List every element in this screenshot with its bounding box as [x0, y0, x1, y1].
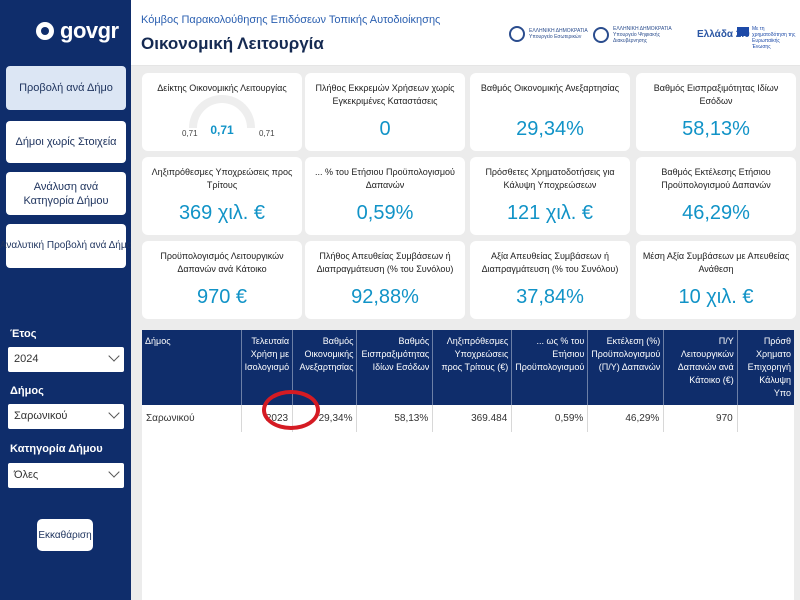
kpi-card: Βαθμός Εισπραξιμότητας Ιδίων Εσόδων 58,1…: [636, 73, 796, 151]
eu-flag-icon: [737, 27, 749, 36]
highlight-circle: [262, 390, 320, 430]
municipality-label: Δήμος: [10, 385, 44, 397]
card-value: 29,34%: [516, 118, 584, 140]
govgr-logo[interactable]: govgr: [36, 18, 119, 44]
column-header[interactable]: Πρόσθ Χρηματο Επιχορηγή Κάλυψη Υπο: [736, 330, 794, 405]
card-label: Πρόσθετες Χρηματοδοτήσεις για Κάλυψη Υπο…: [485, 167, 615, 190]
kpi-card: Πλήθος Εκκρεμών Χρήσεων χωρίς Εγκεκριμέν…: [305, 73, 465, 151]
municipality-select-value: Σαρωνικού: [14, 410, 68, 422]
kpi-card: Πλήθος Απευθείας Συμβάσεων ή Διαπραγμάτε…: [305, 241, 465, 319]
card-value: 58,13%: [682, 118, 750, 140]
gauge-arc: [189, 95, 255, 128]
year-label: Έτος: [10, 328, 37, 340]
sidebar: govgr Προβολή ανά Δήμο Δήμοι χωρίς Στοιχ…: [0, 0, 132, 600]
card-value: 121 χιλ. €: [506, 202, 594, 224]
ministry-interior-logo: ΕΛΛΗΝΙΚΗ ΔΗΜΟΚΡΑΤΙΑ Υπουργείο Εσωτερικών: [509, 26, 589, 42]
table-cell: [736, 405, 794, 432]
table-cell: 0,59%: [511, 405, 588, 432]
card-value: 369 χιλ. €: [178, 202, 266, 224]
card-label: Πλήθος Απευθείας Συμβάσεων ή Διαπραγμάτε…: [316, 251, 454, 274]
card-label: Πλήθος Εκκρεμών Χρήσεων χωρίς Εγκεκριμέν…: [315, 83, 455, 106]
card-label: Ληξιπρόθεσμες Υποχρεώσεις προς Τρίτους: [151, 167, 293, 190]
column-header[interactable]: Δήμος: [142, 330, 242, 405]
kpi-card: Μέση Αξία Συμβάσεων με Απευθείας Ανάθεση…: [636, 241, 796, 319]
year-select-value: 2024: [14, 353, 39, 365]
chevron-down-icon: [108, 350, 120, 362]
column-header[interactable]: Π/Υ Λειτουργικών Δαπανών ανά Κάτοικο (€): [663, 330, 738, 405]
column-header[interactable]: Βαθμός Εισπραξιμότητας Ιδίων Εσόδων: [356, 330, 433, 405]
gauge-value: 0,71: [210, 123, 234, 137]
table-cell: 58,13%: [356, 405, 433, 432]
category-label: Κατηγορία Δήμου: [10, 443, 103, 455]
ministry-digital-logo: ΕΛΛΗΝΙΚΗ ΔΗΜΟΚΡΑΤΙΑ Υπουργείο Ψηφιακής Δ…: [593, 26, 673, 44]
year-select[interactable]: 2024: [8, 347, 124, 372]
card-label: Βαθμός Εισπραξιμότητας Ιδίων Εσόδων: [653, 83, 779, 106]
card-value: 0: [379, 118, 391, 140]
chevron-down-icon: [108, 466, 120, 478]
card-value: 0,59%: [356, 202, 414, 224]
page-title: Οικονομική Λειτουργία: [141, 34, 324, 53]
kpi-card: Προϋπολογισμός Λειτουργικών Δαπανών ανά …: [142, 241, 302, 319]
category-select-value: Όλες: [14, 469, 39, 481]
gauge-card: Δείκτης Οικονομικής Λειτουργίας 0,71 0,7…: [142, 73, 302, 151]
greek-emblem-icon: [593, 27, 609, 43]
card-label: Μέση Αξία Συμβάσεων με Απευθείας Ανάθεση: [642, 251, 790, 274]
table-cell: Σαρωνικού: [146, 413, 195, 424]
card-value: 46,29%: [682, 202, 750, 224]
kpi-card: Αξία Απευθείας Συμβάσεων ή Διαπραγμάτευσ…: [470, 241, 630, 319]
column-header[interactable]: ... ως % του Ετήσιου Προϋπολογισμού: [511, 330, 588, 405]
header: Κόμβος Παρακολούθησης Επιδόσεων Τοπικής …: [131, 0, 800, 66]
nav-municipalities-without-data[interactable]: Δήμοι χωρίς Στοιχεία: [6, 121, 126, 163]
kpi-card: Βαθμός Εκτέλεσης Ετήσιου Προϋπολογισμού …: [636, 157, 796, 235]
municipality-table: Δήμος Τελευταία Χρήση με Ισολογισμό Βαθμ…: [142, 330, 794, 600]
table-cell: 970: [663, 405, 738, 432]
card-label: Αξία Απευθείας Συμβάσεων ή Διαπραγμάτευσ…: [481, 251, 619, 274]
column-header[interactable]: Εκτέλεση (%) Προϋπολογισμού (Π/Υ) Δαπανώ…: [587, 330, 664, 405]
clear-button[interactable]: Εκκαθάριση: [37, 519, 93, 551]
chevron-down-icon: [108, 407, 120, 419]
card-value: 970 €: [196, 286, 248, 308]
card-value: 92,88%: [351, 286, 419, 308]
table-row[interactable]: Σαρωνικού 2023 29,34% 58,13% 369.484 0,5…: [142, 405, 794, 432]
card-label: Βαθμός Οικονομικής Ανεξαρτησίας: [480, 83, 620, 93]
kpi-card: Βαθμός Οικονομικής Ανεξαρτησίας 29,34%: [470, 73, 630, 151]
kpi-card: ... % του Ετήσιου Προϋπολογισμού Δαπανών…: [305, 157, 465, 235]
card-label: Δείκτης Οικονομικής Λειτουργίας: [157, 83, 287, 93]
table-cell: 46,29%: [587, 405, 664, 432]
category-select[interactable]: Όλες: [8, 463, 124, 488]
nav-view-by-municipality[interactable]: Προβολή ανά Δήμο: [6, 66, 126, 110]
gauge-min: 0,71: [182, 129, 198, 138]
card-label: Προϋπολογισμός Λειτουργικών Δαπανών ανά …: [160, 251, 284, 274]
municipality-select[interactable]: Σαρωνικού: [8, 404, 124, 429]
kpi-card: Πρόσθετες Χρηματοδοτήσεις για Κάλυψη Υπο…: [470, 157, 630, 235]
content-area: Δείκτης Οικονομικής Λειτουργίας 0,71 0,7…: [131, 66, 800, 600]
nav-detailed-view[interactable]: Αναλυτική Προβολή ανά Δήμο: [0, 224, 132, 268]
nav-analysis-by-category[interactable]: Ανάλυση ανά Κατηγορία Δήμου: [6, 172, 126, 215]
column-header[interactable]: Ληξιπρόθεσμες Υποχρεώσεις προς Τρίτους (…: [432, 330, 512, 405]
eu-funding-text: Με τη χρηματοδότηση της Ευρωπαϊκής Ένωση…: [752, 26, 796, 50]
table-cell: 369.484: [432, 405, 512, 432]
breadcrumb[interactable]: Κόμβος Παρακολούθησης Επιδόσεων Τοπικής …: [141, 14, 441, 26]
ellada-2-0-logo: Ελλάδα 2.0: [697, 29, 750, 40]
card-label: ... % του Ετήσιου Προϋπολογισμού Δαπανών: [315, 167, 455, 190]
greek-emblem-icon: [509, 26, 525, 42]
table-header-row: Δήμος Τελευταία Χρήση με Ισολογισμό Βαθμ…: [142, 330, 794, 405]
emblem-icon: [36, 22, 54, 40]
card-label: Βαθμός Εκτέλεσης Ετήσιου Προϋπολογισμού …: [661, 167, 771, 190]
kpi-card: Ληξιπρόθεσμες Υποχρεώσεις προς Τρίτους 3…: [142, 157, 302, 235]
card-value: 37,84%: [516, 286, 584, 308]
card-value: 10 χιλ. €: [678, 286, 754, 308]
gauge-max: 0,71: [259, 129, 275, 138]
